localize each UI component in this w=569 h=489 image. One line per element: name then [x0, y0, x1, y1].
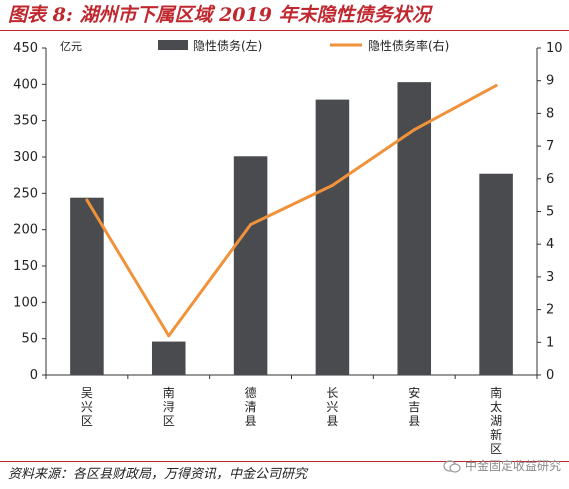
line-point [85, 198, 89, 202]
y-tick-label-right: 7 [546, 139, 554, 154]
line-point [167, 334, 171, 338]
x-tick-label: 南浔区 [163, 385, 175, 428]
bar [151, 341, 186, 375]
y-unit-label: 亿元 [60, 40, 82, 53]
legend-swatch-bar [158, 40, 188, 50]
line-point [494, 84, 498, 88]
x-tick-label: 德清县 [245, 385, 257, 428]
chart-legend: 隐性债务(左) 隐性债务率(右) [158, 38, 449, 53]
y-tick-label-left: 250 [13, 186, 38, 201]
y-tick-label-left: 200 [13, 223, 38, 238]
y-tick-label-right: 6 [546, 172, 554, 187]
y-tick-label-left: 300 [13, 150, 38, 165]
bar [397, 82, 432, 376]
legend-label-bar: 隐性债务(左) [193, 38, 262, 53]
y-tick-label-right: 5 [546, 205, 554, 220]
y-tick-label-left: 400 [13, 77, 38, 92]
bar [479, 173, 513, 375]
y-tick-label-left: 350 [13, 114, 38, 129]
figure-title: 图表 8: 湖州市下属区域 2019 年末隐性债务状况 [8, 4, 431, 26]
x-tick-label: 南太湖新区 [490, 385, 502, 456]
dual-axis-chart: 0 50 100 150 200 250 300 350 400 450 0 1 2 3 4 5 6 7 8 9 10 亿… [13, 38, 562, 456]
legend-label-line: 隐性债务率(右) [368, 38, 449, 53]
y-tick-label-right: 9 [546, 74, 554, 89]
source-note: 资料来源：各区县财政局，万得资讯，中金公司研究 [8, 467, 308, 482]
bar-series [70, 82, 513, 376]
y-tick-label-left: 450 [13, 41, 38, 56]
x-tick-label: 长兴县 [326, 386, 338, 428]
bar [315, 99, 350, 376]
y-tick-label-right: 4 [546, 237, 554, 252]
x-tick-label: 安吉县 [408, 385, 420, 428]
watermark: 中金固定收益研究 [443, 455, 561, 477]
line-path [85, 84, 498, 338]
title-rule [0, 30, 569, 31]
line-point [412, 128, 416, 132]
source-rule [0, 461, 569, 462]
x-tick-label: 吴兴区 [81, 386, 93, 428]
bar [233, 156, 268, 375]
y-tick-label-left: 100 [13, 295, 38, 310]
y-tick-label-right: 0 [546, 368, 554, 383]
y-tick-label-right: 3 [546, 270, 554, 285]
bar [70, 197, 104, 375]
y-tick-label-right: 2 [546, 303, 554, 318]
y-tick-label-right: 10 [546, 41, 563, 56]
line-point [330, 183, 334, 187]
line-series [85, 84, 498, 338]
y-tick-label-right: 8 [546, 106, 554, 121]
watermark-text: 中金固定收益研究 [464, 459, 561, 473]
y-tick-label-left: 0 [30, 368, 38, 383]
chart-axes: 0 50 100 150 200 250 300 350 400 450 0 1 2 3 4 5 6 7 8 9 10 亿… [13, 40, 562, 456]
y-tick-label-right: 1 [546, 335, 554, 350]
chat-bubble-icon [443, 459, 461, 473]
y-tick-label-left: 50 [21, 332, 38, 347]
line-point [249, 223, 253, 227]
y-tick-label-left: 150 [13, 259, 38, 274]
